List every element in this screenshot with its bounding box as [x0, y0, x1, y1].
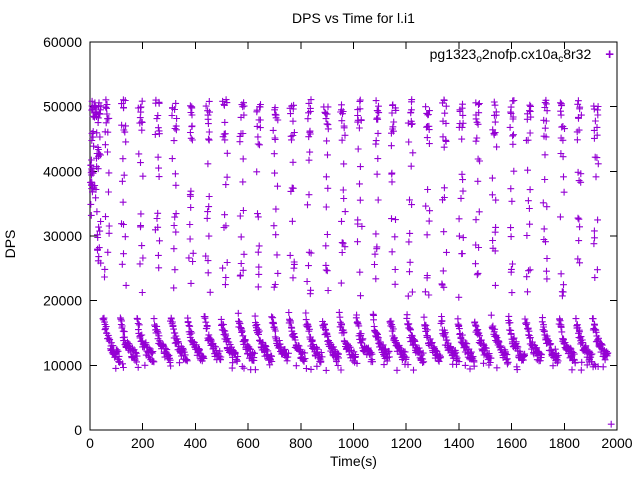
x-tick-label: 1800: [549, 435, 580, 451]
y-tick-label: 40000: [43, 163, 82, 179]
x-tick-label: 1400: [443, 435, 474, 451]
y-tick-label: 0: [74, 422, 82, 438]
y-tick-label: 30000: [43, 228, 82, 244]
x-tick-label: 2000: [601, 435, 632, 451]
x-tick-label: 1600: [496, 435, 527, 451]
y-tick-label: 20000: [43, 293, 82, 309]
x-tick-label: 200: [131, 435, 155, 451]
x-tick-label: 800: [289, 435, 313, 451]
x-tick-label: 400: [184, 435, 208, 451]
chart-title: DPS vs Time for l.i1: [292, 10, 415, 26]
y-tick-label: 50000: [43, 99, 82, 115]
legend-label: pg1323o2nofp.cx10ac8r32: [429, 46, 592, 65]
y-axis-label: DPS: [2, 229, 18, 259]
x-tick-label: 0: [86, 435, 94, 451]
x-axis-label: Time(s): [330, 453, 377, 469]
scatter-points: [87, 96, 615, 428]
x-tick-label: 1200: [391, 435, 422, 451]
x-tick-label: 600: [236, 435, 260, 451]
plus-marker-icon: +: [605, 46, 614, 63]
legend: pg1323o2nofp.cx10ac8r32 +: [430, 46, 614, 65]
y-tick-label: 60000: [43, 34, 82, 50]
y-tick-label: 10000: [43, 357, 82, 373]
x-tick-label: 1000: [338, 435, 369, 451]
